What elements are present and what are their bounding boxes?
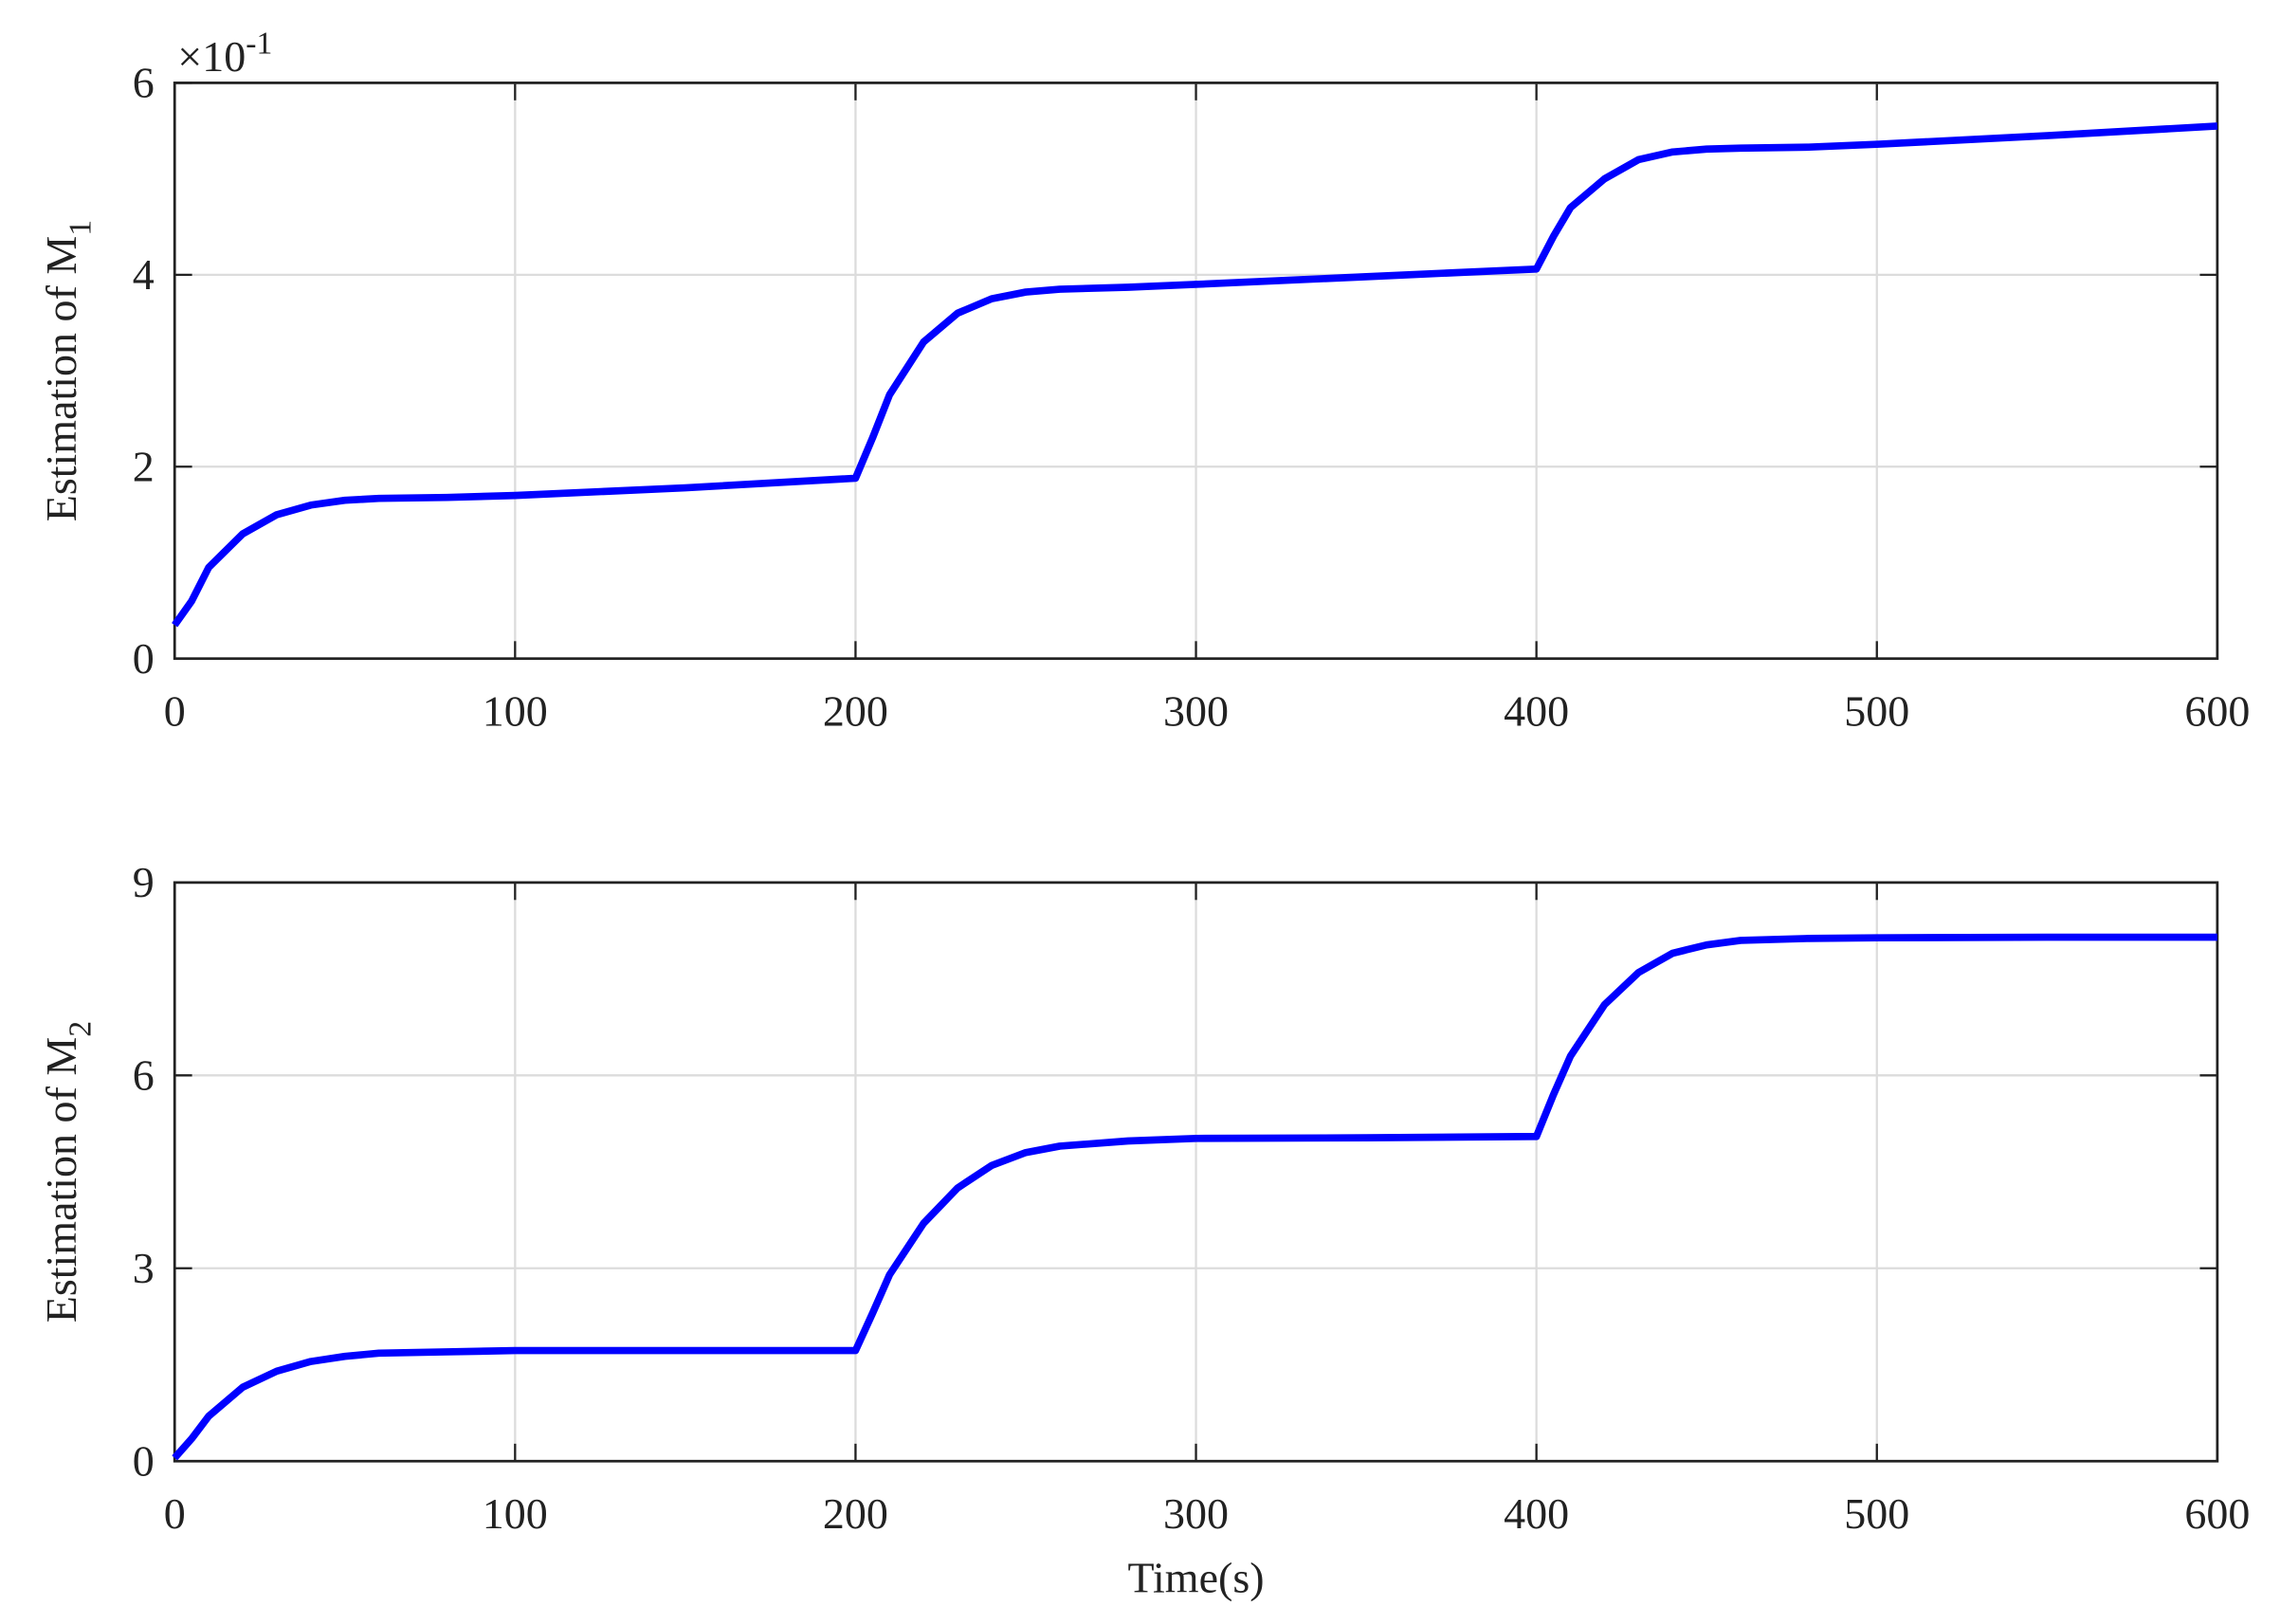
y-axis-label: Estimation of M1	[37, 220, 98, 521]
x-tick-label: 200	[823, 686, 888, 735]
x-tick-label: 600	[2184, 1489, 2250, 1538]
y-multiplier: ×10-1	[177, 27, 272, 81]
y-multiplier-exponent: -1	[246, 27, 272, 62]
x-tick-label: 0	[164, 686, 186, 735]
y-tick-label: 0	[133, 634, 155, 683]
x-tick-label: 100	[483, 686, 548, 735]
y-axis-label-text: Estimation of M	[37, 236, 85, 522]
x-tick-label: 500	[1844, 686, 1909, 735]
y-tick-label: 9	[133, 858, 155, 906]
x-tick-label: 100	[483, 1489, 548, 1538]
y-tick-label: 2	[133, 443, 155, 491]
y-tick-label: 4	[133, 250, 155, 299]
y-axis-label-text: Estimation of M	[37, 1037, 85, 1323]
series-line	[172, 933, 2217, 1461]
y-axis-label-subscript: 2	[63, 1021, 98, 1037]
y-tick-label: 6	[133, 59, 155, 107]
y-axis-label: Estimation of M2	[37, 1021, 98, 1323]
series-line	[172, 122, 2218, 628]
x-tick-label: 600	[2184, 686, 2250, 735]
y-axis-label-subscript: 1	[63, 220, 98, 236]
y-tick-label: 3	[133, 1244, 155, 1292]
x-tick-label: 400	[1504, 686, 1569, 735]
x-tick-label: 0	[164, 1489, 186, 1538]
y-tick-label: 0	[133, 1437, 155, 1486]
x-tick-label: 200	[823, 1489, 888, 1538]
x-axis-label: Time(s)	[1128, 1553, 1265, 1601]
x-tick-label: 300	[1163, 686, 1229, 735]
y-tick-label: 6	[133, 1051, 155, 1100]
y-multiplier-base: ×10	[177, 32, 246, 81]
x-tick-label: 300	[1163, 1489, 1229, 1538]
axes-box	[173, 82, 2219, 661]
x-tick-label: 500	[1844, 1489, 1909, 1538]
axes-box	[173, 881, 2219, 1463]
x-tick-label: 400	[1504, 1489, 1569, 1538]
